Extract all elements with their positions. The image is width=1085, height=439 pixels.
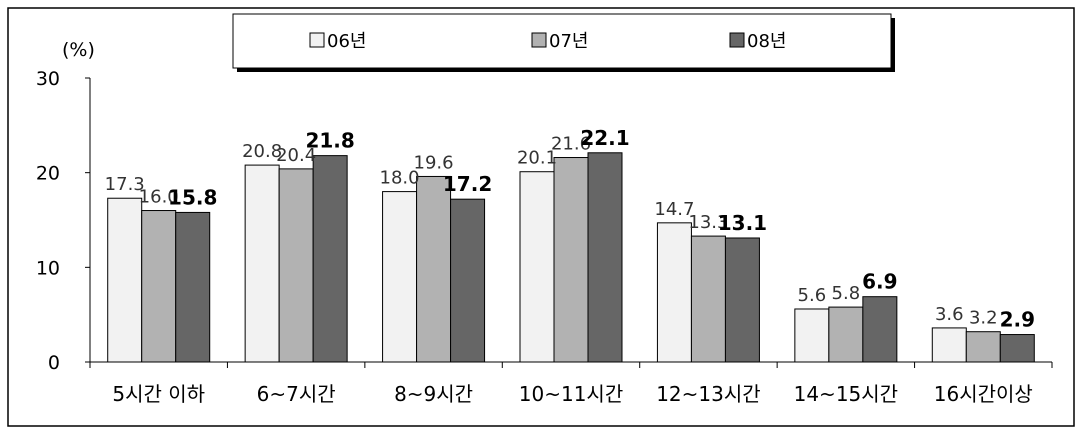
y-tick-label: 20 (36, 163, 60, 185)
data-label: 20.1 (517, 148, 557, 169)
data-label: 21.8 (305, 129, 354, 153)
data-label: 21.6 (551, 134, 591, 155)
bar (141, 210, 177, 363)
bar (690, 235, 726, 363)
data-label: 17.2 (443, 172, 492, 196)
x-category-label: 16시간이상 (934, 382, 1033, 406)
data-label: 13.3 (688, 212, 728, 233)
data-label: 18.0 (380, 168, 420, 189)
y-tick-label: 0 (48, 352, 60, 374)
legend-swatch (729, 32, 745, 48)
legend-label: 08년 (747, 31, 786, 52)
bar (862, 296, 898, 363)
y-axis-ticks: 0 10 20 30 (36, 68, 90, 374)
bar (553, 157, 589, 363)
bar (416, 175, 452, 363)
x-category-label: 12~13시간 (656, 382, 760, 406)
bar (587, 152, 623, 363)
data-label: 2.9 (1000, 308, 1035, 332)
bar (450, 198, 486, 363)
y-tick-label: 30 (36, 68, 60, 90)
bar (656, 222, 692, 363)
bar (724, 237, 760, 363)
data-label: 3.6 (935, 304, 964, 325)
bar (519, 171, 555, 363)
data-label: 3.2 (969, 308, 998, 329)
data-label: 20.8 (242, 141, 282, 162)
x-category-label: 5시간 이하 (112, 382, 205, 406)
data-label: 6.9 (862, 270, 897, 294)
x-category-label: 10~11시간 (519, 382, 623, 406)
legend-swatch (531, 32, 547, 48)
y-axis-unit: (%) (62, 39, 95, 61)
bar (278, 168, 314, 363)
data-label: 20.4 (276, 145, 316, 166)
bar (244, 164, 280, 363)
bar (828, 306, 864, 363)
x-category-label: 8~9시간 (394, 382, 473, 406)
data-label: 22.1 (580, 126, 629, 150)
y-tick-label: 10 (36, 257, 60, 279)
value-labels: 17.316.015.8 20.820.421.8 18.019.617.2 20.1… (105, 126, 1035, 332)
bar (107, 197, 143, 363)
x-category-label: 14~15시간 (794, 382, 898, 406)
data-label: 17.3 (105, 174, 145, 195)
legend-box (232, 13, 892, 69)
x-category-label: 6~7시간 (257, 382, 336, 406)
data-label: 5.8 (832, 283, 861, 304)
x-axis-ticks (89, 362, 1053, 368)
data-label: 14.7 (654, 199, 694, 220)
data-label: 13.1 (718, 211, 767, 235)
legend-items: 06년 07년 08년 (309, 31, 786, 52)
bar (175, 211, 211, 363)
bar (931, 327, 967, 363)
bar (794, 308, 830, 363)
legend: 06년 07년 08년 (232, 13, 895, 72)
bars (107, 152, 1035, 363)
data-label: 19.6 (414, 152, 454, 173)
legend-label: 06년 (327, 31, 366, 52)
bar (999, 334, 1035, 363)
legend-label: 07년 (549, 31, 588, 52)
legend-swatch (309, 32, 325, 48)
bar (382, 191, 418, 363)
data-label: 15.8 (168, 185, 217, 209)
bar (965, 331, 1001, 363)
data-label: 5.6 (798, 285, 827, 306)
category-labels: 5시간 이하 6~7시간 8~9시간 10~11시간 12~13시간 14~15시간 16시… (112, 382, 1032, 406)
bar (312, 155, 348, 363)
data-label: 16.0 (139, 187, 179, 208)
